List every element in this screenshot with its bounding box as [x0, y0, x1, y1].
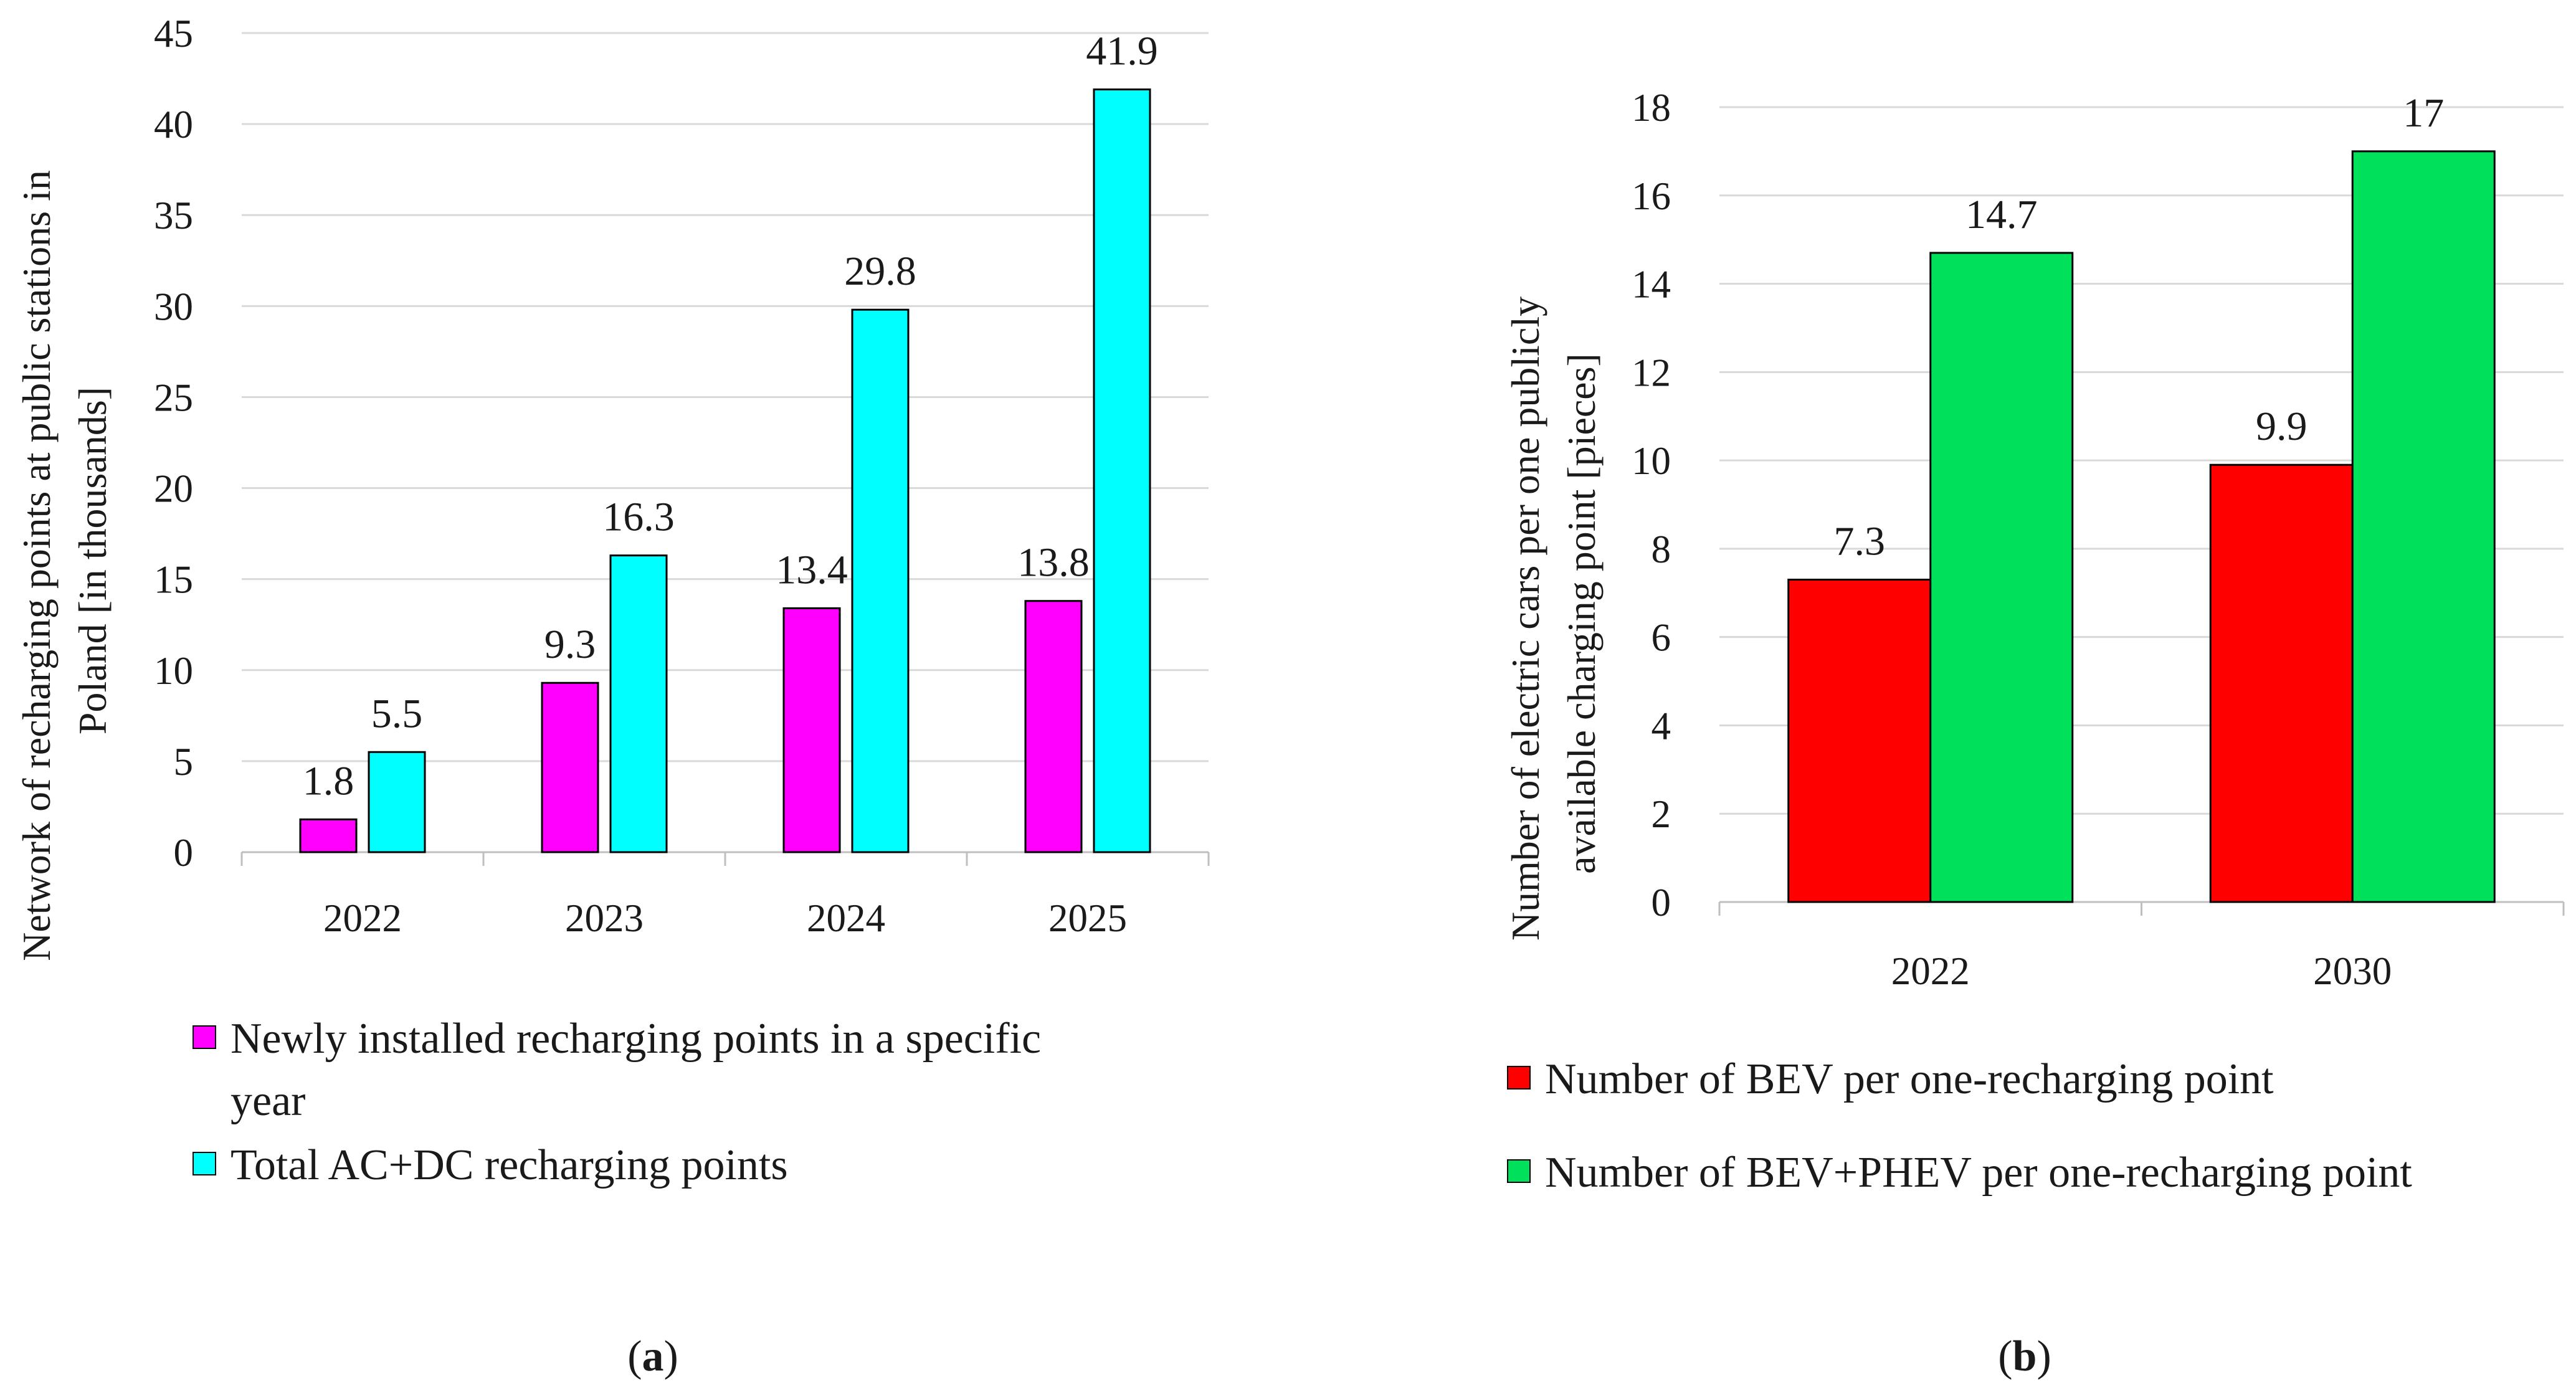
x-tick-label: 2023 [565, 896, 644, 940]
y-tick-label: 18 [1632, 86, 1671, 130]
legend: Newly installed recharging points in a s… [192, 1015, 1052, 1189]
legend-label-newly-installed: Newly installed recharging points in a s… [231, 1015, 1052, 1125]
y-tick-label: 8 [1652, 528, 1671, 571]
bar [2351, 150, 2496, 903]
legend-label-line: Total AC+DC recharging points [231, 1141, 788, 1189]
data-label: 1.8 [303, 758, 354, 804]
data-label: 9.3 [544, 622, 596, 667]
y-tick-label: 35 [154, 194, 193, 237]
y-tick-label: 4 [1652, 704, 1671, 748]
x-tick-label: 2030 [2313, 949, 2392, 993]
bar [1929, 252, 2074, 903]
y-tick-label: 25 [154, 376, 193, 419]
panel-caption-a: (a) [627, 1332, 678, 1380]
data-label: 7.3 [1834, 519, 1886, 564]
x-tick-label: 2022 [323, 896, 402, 940]
y-axis-title-line-2: Poland [in thousands] [70, 387, 115, 734]
data-label: 5.5 [371, 691, 423, 736]
x-tick-label: 2024 [807, 896, 885, 940]
bar [368, 751, 426, 853]
x-tick-label: 2025 [1048, 896, 1127, 940]
legend-label-line: Number of BEV per one-recharging point [1545, 1055, 2274, 1103]
chart-panel-b: 0 2 4 6 8 10 12 14 16 18 7.3 14.7 9.9 17 2022 2030 Nu… [1503, 86, 2565, 1380]
x-tick-labels: 2022 2023 2024 2025 [323, 896, 1127, 940]
y-tick-label: 15 [154, 558, 193, 602]
legend-swatch-bev [1507, 1066, 1531, 1090]
legend: Number of BEV per one-recharging point N… [1507, 1055, 2412, 1197]
y-axis-title-line-1: Network of recharging points at public s… [14, 170, 59, 961]
bar [609, 554, 668, 853]
y-axis-title: Network of recharging points at public s… [14, 160, 115, 961]
bar [851, 308, 910, 853]
y-tick-label: 0 [174, 831, 194, 875]
bar [541, 681, 599, 853]
x-tick-label: 2022 [1891, 949, 1970, 993]
y-tick-label: 2 [1652, 792, 1671, 836]
data-labels: 7.3 14.7 9.9 17 [1834, 90, 2445, 564]
y-tick-labels: 0 5 10 15 20 25 30 35 40 45 [154, 12, 193, 875]
data-label: 13.8 [1017, 540, 1090, 586]
y-tick-label: 10 [1632, 439, 1671, 483]
y-tick-label: 12 [1632, 351, 1671, 394]
y-tick-label: 0 [1652, 881, 1671, 924]
data-label: 17 [2403, 90, 2444, 136]
y-tick-labels: 0 2 4 6 8 10 12 14 16 18 [1632, 86, 1671, 924]
legend-label-bev-phev: Number of BEV+PHEV per one-recharging po… [1545, 1149, 2412, 1197]
y-tick-label: 6 [1652, 616, 1671, 660]
y-axis-title-line-2: available charging point [pieces] [1559, 353, 1604, 874]
caption-letter: a [642, 1332, 664, 1380]
bar [299, 818, 358, 853]
bar [1787, 579, 1932, 903]
data-label: 9.9 [2256, 404, 2307, 449]
bar [1024, 600, 1083, 853]
legend-swatch-bev-phev [1507, 1159, 1531, 1183]
data-label: 14.7 [1965, 192, 2038, 237]
y-tick-label: 45 [154, 12, 193, 55]
bar [2209, 463, 2354, 903]
bar [1093, 88, 1151, 853]
y-tick-label: 14 [1632, 263, 1671, 306]
y-axis-title: Number of electric cars per one publicly… [1503, 287, 1604, 941]
y-tick-label: 16 [1632, 174, 1671, 218]
legend-label-line: Number of BEV+PHEV per one-recharging po… [1545, 1149, 2412, 1197]
x-tick-labels: 2022 2030 [1891, 949, 2392, 993]
bars [1787, 150, 2496, 903]
legend-swatch-newly-installed [192, 1025, 216, 1049]
y-tick-label: 5 [174, 740, 194, 784]
caption-letter: b [2013, 1332, 2037, 1380]
bar [782, 607, 841, 853]
data-label: 41.9 [1086, 29, 1158, 74]
legend-label-line: year [231, 1077, 305, 1125]
legend-swatch-total-ac-dc [192, 1152, 216, 1175]
panel-caption-b: (b) [1998, 1332, 2051, 1380]
legend-label-bev: Number of BEV per one-recharging point [1545, 1055, 2274, 1103]
data-label: 16.3 [602, 495, 675, 540]
legend-label-line: Newly installed recharging points in a s… [231, 1015, 1041, 1063]
data-label: 13.4 [776, 547, 848, 592]
bars [299, 88, 1151, 853]
data-label: 29.8 [844, 249, 916, 294]
y-tick-label: 30 [154, 285, 193, 328]
y-tick-label: 20 [154, 467, 193, 511]
y-tick-label: 40 [154, 103, 193, 146]
legend-label-total-ac-dc: Total AC+DC recharging points [231, 1141, 788, 1189]
y-axis-title-line-1: Number of electric cars per one publicly [1503, 297, 1547, 941]
y-tick-label: 10 [154, 649, 193, 693]
data-labels: 1.8 5.5 9.3 16.3 13.4 29.8 13.8 41.9 [303, 29, 1158, 804]
